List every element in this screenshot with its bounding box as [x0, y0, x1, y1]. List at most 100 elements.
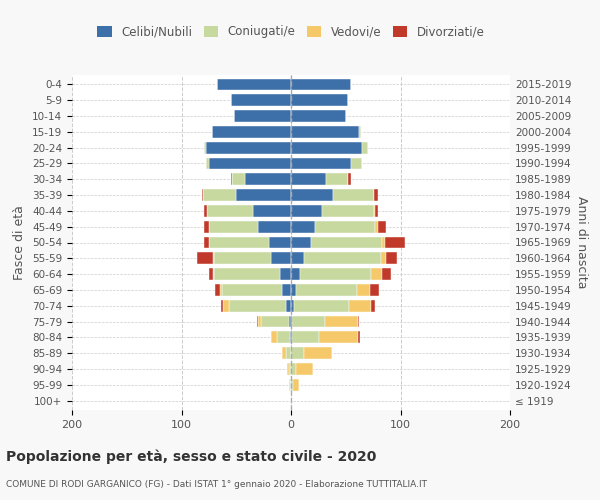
Bar: [292, 332, 319, 343]
Bar: [206, 158, 209, 170]
Bar: [205, 236, 209, 248]
Bar: [271, 332, 277, 343]
Bar: [257, 316, 258, 328]
Bar: [291, 332, 292, 343]
Bar: [217, 78, 291, 90]
Bar: [376, 221, 377, 232]
Bar: [222, 284, 282, 296]
Bar: [296, 363, 313, 375]
Bar: [291, 347, 304, 359]
Bar: [291, 189, 332, 201]
Bar: [221, 300, 223, 312]
Bar: [289, 379, 290, 390]
Bar: [291, 142, 362, 154]
Bar: [291, 158, 351, 170]
Bar: [296, 284, 357, 296]
Bar: [291, 174, 326, 185]
Bar: [348, 174, 351, 185]
Bar: [356, 284, 370, 296]
Bar: [206, 205, 253, 217]
Bar: [197, 252, 213, 264]
Bar: [358, 332, 360, 343]
Bar: [385, 236, 405, 248]
Bar: [202, 189, 203, 201]
Bar: [289, 363, 291, 375]
Bar: [206, 142, 291, 154]
Bar: [291, 300, 294, 312]
Bar: [326, 174, 348, 185]
Bar: [291, 221, 315, 232]
Bar: [220, 284, 222, 296]
Text: COMUNE DI RODI GARGANICO (FG) - Dati ISTAT 1° gennaio 2020 - Elaborazione TUTTIT: COMUNE DI RODI GARGANICO (FG) - Dati IST…: [6, 480, 427, 489]
Bar: [209, 268, 213, 280]
Bar: [253, 205, 291, 217]
Bar: [291, 316, 292, 328]
Bar: [386, 252, 397, 264]
Bar: [209, 221, 258, 232]
Bar: [293, 379, 299, 390]
Bar: [374, 205, 376, 217]
Bar: [377, 221, 386, 232]
Bar: [236, 189, 291, 201]
Bar: [294, 300, 349, 312]
Bar: [214, 252, 271, 264]
Bar: [231, 94, 291, 106]
Bar: [319, 332, 358, 343]
Bar: [262, 316, 289, 328]
Bar: [203, 189, 236, 201]
Bar: [269, 236, 291, 248]
Bar: [291, 268, 300, 280]
Bar: [277, 332, 290, 343]
Bar: [212, 126, 291, 138]
Bar: [286, 347, 291, 359]
Bar: [291, 126, 359, 138]
Bar: [286, 300, 291, 312]
Bar: [371, 300, 376, 312]
Bar: [362, 142, 368, 154]
Bar: [258, 316, 262, 328]
Bar: [282, 347, 286, 359]
Bar: [291, 394, 292, 406]
Bar: [304, 252, 381, 264]
Bar: [370, 284, 379, 296]
Bar: [215, 284, 220, 296]
Bar: [371, 268, 382, 280]
Bar: [258, 221, 291, 232]
Bar: [332, 189, 374, 201]
Bar: [290, 379, 291, 390]
Bar: [232, 174, 245, 185]
Bar: [315, 221, 376, 232]
Bar: [271, 252, 291, 264]
Bar: [382, 236, 385, 248]
Bar: [291, 284, 296, 296]
Text: Popolazione per età, sesso e stato civile - 2020: Popolazione per età, sesso e stato civil…: [6, 450, 376, 464]
Bar: [280, 268, 291, 280]
Bar: [205, 221, 209, 232]
Bar: [291, 363, 296, 375]
Bar: [231, 174, 232, 185]
Bar: [349, 300, 371, 312]
Bar: [229, 300, 286, 312]
Bar: [311, 236, 382, 248]
Y-axis label: Fasce di età: Fasce di età: [13, 205, 26, 280]
Bar: [381, 252, 386, 264]
Bar: [213, 252, 214, 264]
Bar: [214, 268, 280, 280]
Bar: [322, 205, 374, 217]
Bar: [209, 158, 291, 170]
Bar: [382, 268, 391, 280]
Bar: [287, 363, 289, 375]
Bar: [291, 205, 322, 217]
Bar: [325, 316, 358, 328]
Bar: [290, 332, 291, 343]
Bar: [300, 268, 371, 280]
Bar: [234, 110, 291, 122]
Bar: [304, 347, 332, 359]
Bar: [205, 142, 206, 154]
Bar: [291, 236, 311, 248]
Bar: [358, 316, 359, 328]
Bar: [291, 110, 346, 122]
Bar: [209, 236, 269, 248]
Bar: [291, 379, 293, 390]
Bar: [213, 268, 214, 280]
